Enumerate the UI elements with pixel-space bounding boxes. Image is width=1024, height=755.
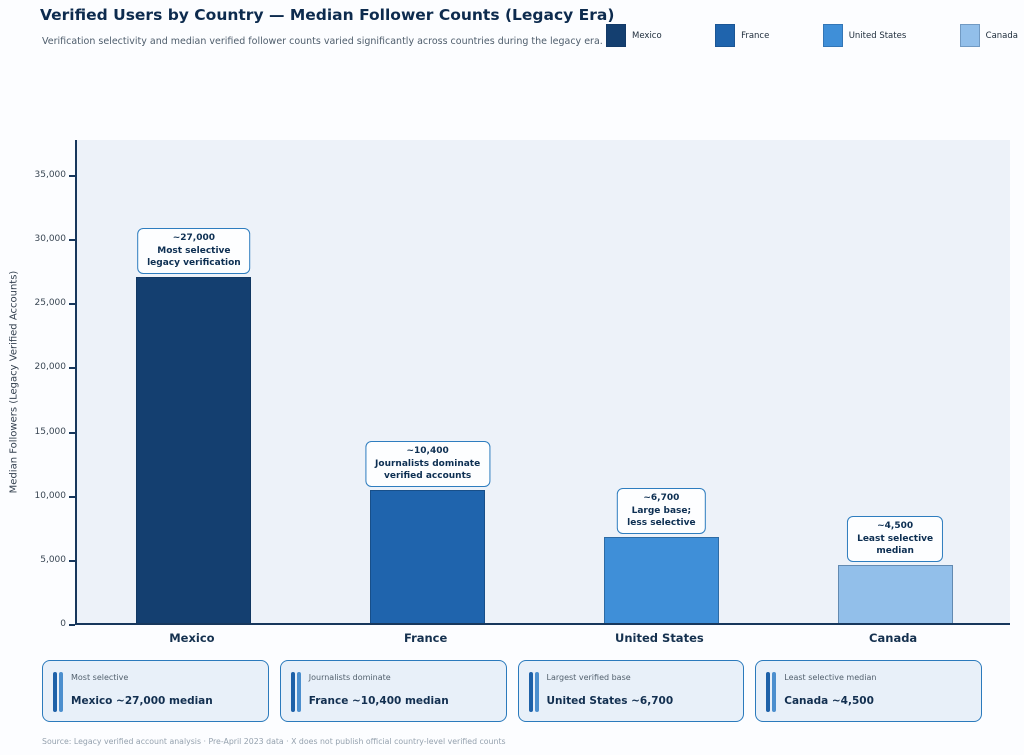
legend-label: France — [741, 30, 770, 41]
bar-chart-icon — [528, 672, 539, 712]
y-tick-label: 0 — [60, 619, 66, 629]
y-tick-mark — [69, 559, 75, 562]
page-title: Verified Users by Country — Median Follo… — [40, 6, 615, 24]
bar-france — [370, 490, 486, 623]
chart-legend: Mexico France United States Canada — [606, 24, 1018, 47]
x-tick-label-united-states: United States — [615, 631, 704, 645]
annotation-line: Large base; — [631, 505, 692, 516]
annotation-line: ~4,500 — [877, 521, 914, 532]
summary-card-largest-verified-base: Largest verified base United States ~6,70… — [517, 660, 745, 722]
annotation-line: ~6,700 — [643, 493, 680, 504]
bar-chart-icon — [766, 672, 777, 712]
annotation-line: Journalists dominate — [375, 458, 481, 469]
y-tick-label: 30,000 — [34, 234, 67, 245]
bar-chart-icon — [290, 672, 301, 712]
y-tick-mark — [69, 431, 75, 434]
y-tick-label: 10,000 — [34, 490, 67, 501]
annotation-line: ~10,400 — [406, 446, 449, 457]
x-tick-label-canada: Canada — [869, 631, 918, 645]
annotation-france: ~10,400 Journalists dominate verified acco… — [365, 441, 491, 487]
annotation-line: Least selective — [857, 533, 934, 544]
legend-item-canada: Canada — [959, 24, 1018, 47]
legend-item-mexico: Mexico — [606, 24, 662, 47]
y-tick-label: 35,000 — [34, 169, 67, 180]
y-tick-label: 15,000 — [34, 426, 67, 437]
page-subtitle: Verification selectivity and median veri… — [42, 36, 603, 47]
y-tick-mark — [69, 495, 75, 498]
bar-chart-icon — [53, 672, 63, 712]
legend-label: Mexico — [632, 30, 662, 41]
card-tag: Largest verified base — [546, 673, 631, 682]
card-title: United States ~6,700 — [546, 695, 674, 707]
source-note: Source: Legacy verified account analysis… — [42, 737, 506, 746]
annotation-line: verified accounts — [384, 471, 472, 482]
bar-united-states — [603, 537, 719, 623]
y-axis-tick-labels: 0 5,000 10,000 15,000 20,000 25,000 30,000 35,0… — [0, 140, 67, 629]
y-tick-mark — [69, 624, 75, 626]
annotation-canada: ~4,500 Least selective median — [847, 516, 944, 562]
summary-card-least-selective-median: Least selective median Canada ~4,500 — [755, 660, 982, 722]
legend-swatch-icon — [715, 24, 736, 47]
x-tick-label-mexico: Mexico — [169, 631, 215, 645]
y-tick-label: 25,000 — [34, 298, 67, 309]
annotation-line: Most selective — [157, 245, 231, 256]
x-axis-labels: Mexico France United States Canada — [75, 631, 1010, 653]
legend-item-france: France — [715, 24, 769, 47]
card-title: Mexico ~27,000 median — [71, 695, 213, 707]
bar-mexico — [136, 277, 252, 623]
annotation-line: median — [876, 546, 914, 557]
card-title: France ~10,400 median — [308, 695, 449, 707]
legend-label: United States — [848, 30, 907, 41]
card-tag: Most selective — [71, 673, 129, 682]
card-tag: Least selective median — [784, 673, 877, 682]
card-title: Canada ~4,500 — [784, 695, 874, 707]
y-tick-label: 5,000 — [40, 554, 66, 565]
y-tick-mark — [69, 367, 75, 370]
summary-cards: Most selective Mexico ~27,000 median Journ… — [42, 660, 982, 722]
y-tick-mark — [69, 239, 75, 242]
legend-swatch-icon — [822, 24, 843, 47]
summary-card-most-selective: Most selective Mexico ~27,000 median — [42, 660, 269, 722]
legend-swatch-icon — [959, 24, 980, 47]
y-tick-label: 20,000 — [34, 362, 67, 373]
annotation-line: ~27,000 — [172, 233, 216, 244]
summary-card-journalists-dominate: Journalists dominate France ~10,400 media… — [279, 660, 507, 722]
annotation-line: legacy verification — [147, 258, 241, 269]
legend-swatch-icon — [606, 24, 626, 47]
plot-area: ~27,000 Most selective legacy verification… — [69, 140, 1010, 626]
card-tag: Journalists dominate — [308, 673, 391, 682]
annotation-line: less selective — [627, 518, 696, 529]
annotation-united-states: ~6,700 Large base; less selective — [617, 488, 706, 534]
y-tick-mark — [69, 174, 75, 177]
x-tick-label-france: France — [403, 631, 448, 645]
annotation-mexico: ~27,000 Most selective legacy verification — [137, 228, 251, 274]
legend-item-united-states: United States — [822, 24, 907, 47]
bar-canada — [837, 565, 953, 623]
y-tick-mark — [69, 303, 75, 306]
legend-label: Canada — [985, 30, 1018, 41]
